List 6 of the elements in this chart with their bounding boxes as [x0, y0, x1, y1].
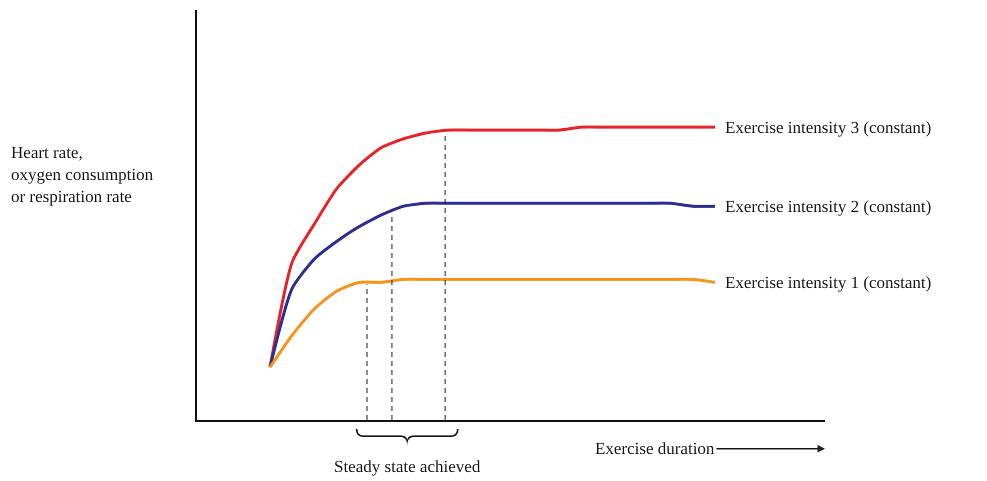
- series-label: Exercise intensity 2 (constant): [725, 197, 932, 216]
- text: Heart rate, oxygen consumption or respiration rate: [11, 143, 154, 206]
- text: Steady state achieved: [334, 457, 481, 476]
- series-label: Exercise intensity 3 (constant): [725, 118, 932, 137]
- x-axis-title: Exercise duration: [595, 439, 715, 458]
- series-label: Exercise intensity 1 (constant): [725, 273, 932, 292]
